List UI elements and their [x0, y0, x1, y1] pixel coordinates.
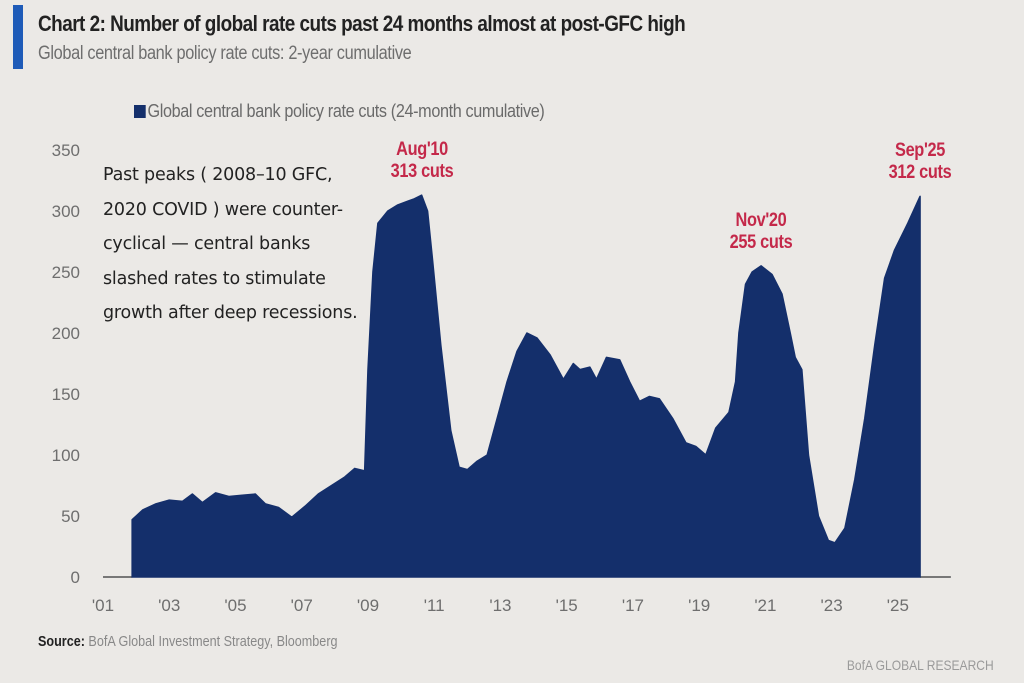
legend-label: Global central bank policy rate cuts (24…	[147, 101, 545, 121]
source-note: Source: BofA Global Investment Strategy,…	[38, 633, 338, 650]
x-axis: '01 '03 '05 '07 '09 '11 '13 '15 '17 '19 '21 '23 '25	[92, 596, 909, 615]
annotation-note: Past peaks ( 2008–10 GFC, 2020 COVID ) w…	[103, 165, 358, 323]
legend-swatch	[134, 105, 146, 118]
x-tick-label: '07	[291, 596, 313, 615]
brand-watermark: BofA GLOBAL RESEARCH	[847, 657, 994, 673]
chart-subtitle: Global central bank policy rate cuts: 2-…	[38, 43, 412, 64]
x-tick-label: '09	[357, 596, 379, 615]
peak-label-date: Sep'25	[895, 140, 946, 162]
peak-label-date: Aug'10	[395, 139, 448, 161]
x-tick-label: '23	[821, 596, 843, 615]
source-text: BofA Global Investment Strategy, Bloombe…	[88, 633, 338, 650]
y-tick-label: 150	[52, 385, 80, 404]
peak-label: Aug'10 313 cuts	[390, 139, 453, 183]
x-tick-label: '03	[158, 596, 180, 615]
peak-label-date: Nov'20	[735, 209, 787, 231]
y-tick-label: 0	[71, 568, 80, 587]
x-tick-label: '21	[754, 596, 776, 615]
x-tick-label: '05	[224, 596, 246, 615]
y-tick-label: 100	[52, 446, 80, 465]
x-tick-label: '01	[92, 596, 114, 615]
y-tick-label: 300	[52, 202, 80, 221]
x-tick-label: '17	[622, 596, 644, 615]
x-tick-label: '19	[688, 596, 710, 615]
y-tick-label: 350	[52, 141, 80, 160]
y-tick-label: 250	[52, 263, 80, 282]
x-tick-label: '25	[887, 596, 909, 615]
chart-title: Chart 2: Number of global rate cuts past…	[38, 11, 686, 36]
title-accent-bar	[13, 5, 23, 69]
peak-label: Sep'25 312 cuts	[889, 140, 952, 184]
y-axis: 0 50 100 150 200 250 300 350	[52, 141, 80, 587]
y-tick-label: 50	[61, 507, 80, 526]
x-tick-label: '11	[424, 596, 445, 615]
x-tick-label: '13	[489, 596, 511, 615]
peak-label: Nov'20 255 cuts	[730, 210, 793, 254]
source-label: Source:	[38, 633, 85, 650]
peak-label-value: 313 cuts	[390, 161, 453, 183]
y-tick-label: 200	[52, 324, 80, 343]
peak-label-value: 255 cuts	[729, 231, 793, 253]
series-area	[131, 194, 921, 578]
peak-label-value: 312 cuts	[888, 162, 952, 184]
x-tick-label: '15	[556, 596, 578, 615]
chart-legend: Global central bank policy rate cuts (24…	[134, 101, 545, 122]
